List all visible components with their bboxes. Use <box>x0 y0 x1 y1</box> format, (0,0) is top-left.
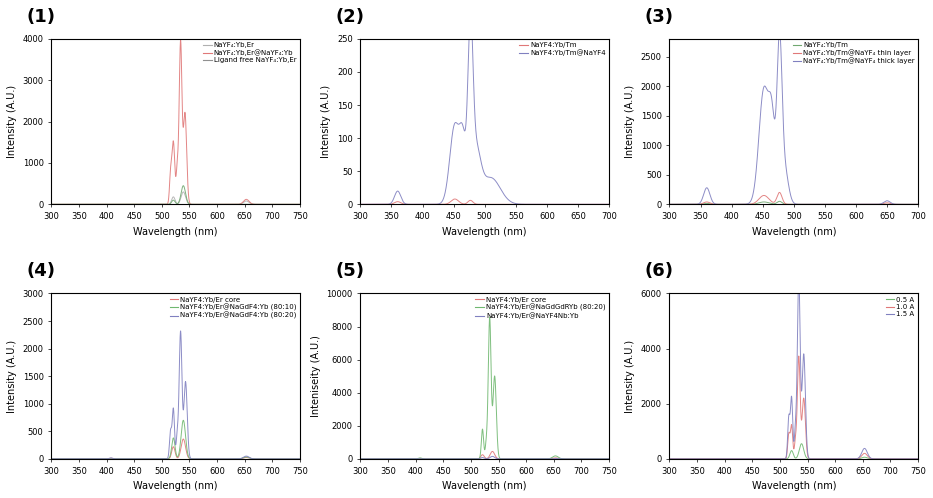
Y-axis label: Inteniseity (A.U.): Inteniseity (A.U.) <box>311 335 321 417</box>
X-axis label: Wavelength (nm): Wavelength (nm) <box>133 481 217 491</box>
Legend: NaYF4:Yb/Er core, NaYF4:Yb/Er@NaGdGdRYb (80:20), NaYF4:Yb/Er@NaYF4Nb:Yb: NaYF4:Yb/Er core, NaYF4:Yb/Er@NaGdGdRYb … <box>474 295 607 320</box>
Y-axis label: Intensity (A.U.): Intensity (A.U.) <box>7 340 17 413</box>
X-axis label: Wavelength (nm): Wavelength (nm) <box>442 481 527 491</box>
Y-axis label: Intensity (A.U.): Intensity (A.U.) <box>7 85 17 158</box>
Legend: NaYF₄:Yb/Tm, NaYF₄:Yb/Tm@NaYF₄ thin layer, NaYF₄:Yb/Tm@NaYF₄ thick layer: NaYF₄:Yb/Tm, NaYF₄:Yb/Tm@NaYF₄ thin laye… <box>791 41 916 65</box>
Text: (1): (1) <box>26 7 55 26</box>
Text: (2): (2) <box>336 7 365 26</box>
Text: (3): (3) <box>645 7 674 26</box>
Text: (5): (5) <box>336 262 365 280</box>
Text: (4): (4) <box>26 262 55 280</box>
Y-axis label: Intensity (A.U.): Intensity (A.U.) <box>322 85 331 158</box>
X-axis label: Wavelength (nm): Wavelength (nm) <box>442 227 527 237</box>
Y-axis label: Intensity (A.U.): Intensity (A.U.) <box>625 340 635 413</box>
Legend: NaYF4:Yb/Tm, NaYF4:Yb/Tm@NaYF4: NaYF4:Yb/Tm, NaYF4:Yb/Tm@NaYF4 <box>518 41 607 58</box>
Legend: NaYF₄:Yb,Er, NaYF₄:Yb,Er@NaYF₄:Yb, Ligand free NaYF₄:Yb,Er: NaYF₄:Yb,Er, NaYF₄:Yb,Er@NaYF₄:Yb, Ligan… <box>202 41 298 65</box>
Y-axis label: Intensity (A.U.): Intensity (A.U.) <box>625 85 635 158</box>
Legend: NaYF4:Yb/Er core, NaYF4:Yb/Er@NaGdF4:Yb (80:10), NaYF4:Yb/Er@NaGdF4:Yb (80:20): NaYF4:Yb/Er core, NaYF4:Yb/Er@NaGdF4:Yb … <box>168 295 298 321</box>
X-axis label: Wavelength (nm): Wavelength (nm) <box>752 481 836 491</box>
X-axis label: Wavelength (nm): Wavelength (nm) <box>752 227 836 237</box>
Text: (6): (6) <box>645 262 674 280</box>
X-axis label: Wavelength (nm): Wavelength (nm) <box>133 227 217 237</box>
Legend: 0.5 A, 1.0 A, 1.5 A: 0.5 A, 1.0 A, 1.5 A <box>884 295 916 318</box>
